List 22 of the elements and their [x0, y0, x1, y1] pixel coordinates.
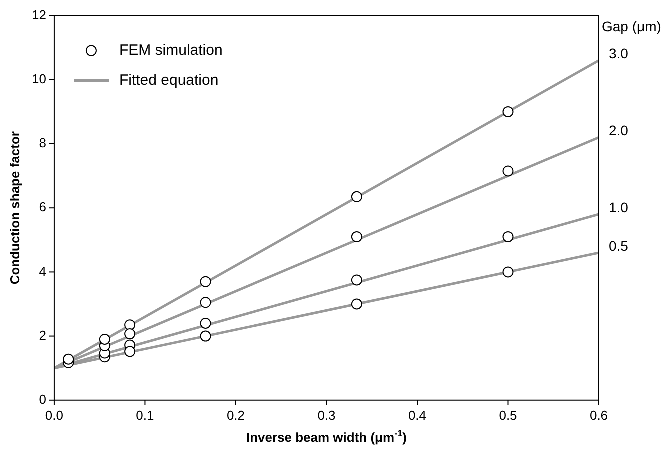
x-tick-label: 0.3 [318, 408, 336, 423]
x-tick-label: 0.0 [45, 408, 64, 423]
legend-label: FEM simulation [119, 42, 223, 59]
series-label: 2.0 [609, 122, 629, 138]
legend-title: Gap (μm) [602, 18, 662, 35]
series-label: 1.0 [609, 199, 629, 216]
y-tick-label: 12 [32, 7, 46, 22]
y-tick-label: 0 [39, 392, 46, 407]
series-label: 0.5 [609, 238, 629, 254]
y-tick-label: 6 [39, 200, 46, 215]
y-tick-label: 4 [39, 264, 46, 279]
x-tick-label: 0.5 [499, 408, 518, 423]
x-tick-label: 0.2 [226, 408, 246, 423]
y-tick-label: 8 [39, 136, 46, 151]
x-tick-label: 0.4 [408, 408, 427, 423]
y-axis-title: Conduction shape factor [8, 132, 23, 285]
x-tick-label: 0.1 [136, 408, 154, 423]
y-tick-label: 10 [32, 71, 46, 86]
x-tick-label: 0.6 [590, 408, 608, 423]
annotation: Fitted equation [119, 72, 219, 89]
y-tick-label: 2 [39, 328, 46, 343]
series-label: 3.0 [609, 46, 629, 62]
